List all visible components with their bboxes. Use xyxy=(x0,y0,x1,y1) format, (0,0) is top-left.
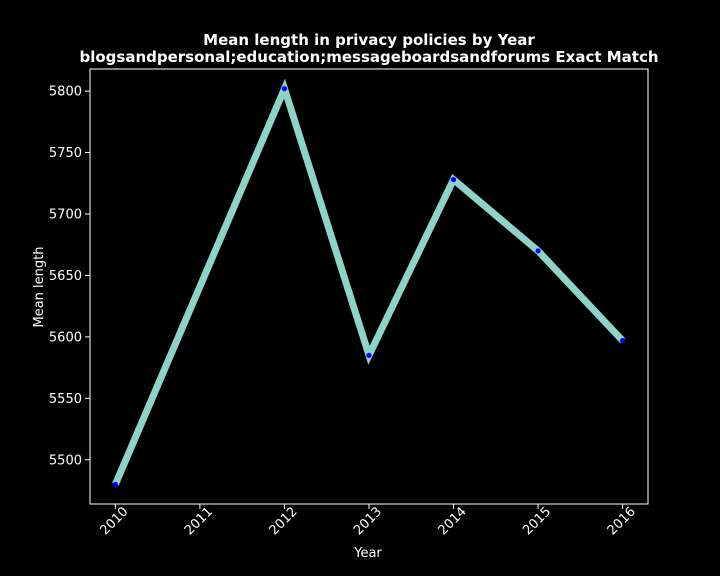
series-markers xyxy=(112,86,626,487)
y-axis-label: Mean length xyxy=(32,247,47,328)
y-tick-label: 5500 xyxy=(49,453,82,468)
x-tick-label: 2011 xyxy=(182,504,216,538)
data-point xyxy=(366,352,372,358)
y-tick-label: 5800 xyxy=(49,85,82,100)
y-tick-label: 5650 xyxy=(49,269,82,284)
data-point xyxy=(535,248,541,254)
y-tick-label: 5600 xyxy=(49,330,82,345)
data-point xyxy=(450,176,457,183)
x-axis: 2010 2011 2012 2013 2014 2015 2016 xyxy=(97,504,639,538)
y-tick-label: 5750 xyxy=(49,146,82,161)
series-line xyxy=(112,78,626,486)
x-tick-label: 2012 xyxy=(267,504,301,538)
y-tick-label: 5700 xyxy=(49,208,82,223)
plot-frame xyxy=(89,68,649,505)
chart-title: Mean length in privacy policies by Year … xyxy=(0,32,720,66)
x-tick-label: 2016 xyxy=(605,504,639,538)
chart-title-line-2: blogsandpersonal;education;messageboards… xyxy=(79,48,659,66)
x-tick-label: 2014 xyxy=(436,504,470,538)
y-axis: 5500 5550 5600 5650 5700 5750 5800 xyxy=(49,85,90,468)
data-point xyxy=(112,481,118,487)
data-point xyxy=(620,337,626,344)
chart-title-line-1: Mean length in privacy policies by Year xyxy=(203,31,535,49)
x-tick-label: 2013 xyxy=(351,504,385,538)
y-tick-label: 5550 xyxy=(49,392,82,407)
data-point xyxy=(281,86,288,92)
x-tick-label: 2015 xyxy=(520,504,554,538)
x-axis-label: Year xyxy=(353,546,382,561)
x-tick-label: 2010 xyxy=(97,504,131,538)
